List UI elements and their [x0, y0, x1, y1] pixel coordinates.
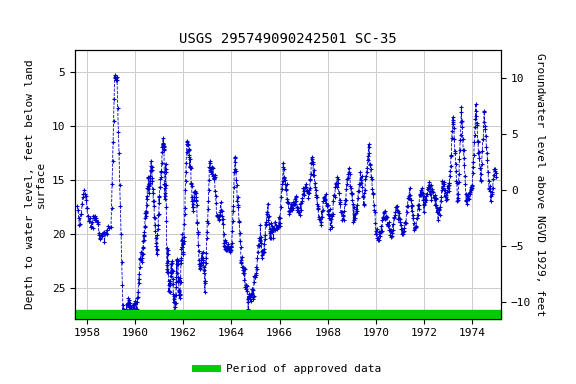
- Legend: Period of approved data: Period of approved data: [191, 359, 385, 379]
- Y-axis label: Groundwater level above NGVD 1929, feet: Groundwater level above NGVD 1929, feet: [535, 53, 545, 316]
- Y-axis label: Depth to water level, feet below land
surface: Depth to water level, feet below land su…: [25, 60, 46, 309]
- Title: USGS 295749090242501 SC-35: USGS 295749090242501 SC-35: [179, 32, 397, 46]
- Bar: [75, 310, 501, 319]
